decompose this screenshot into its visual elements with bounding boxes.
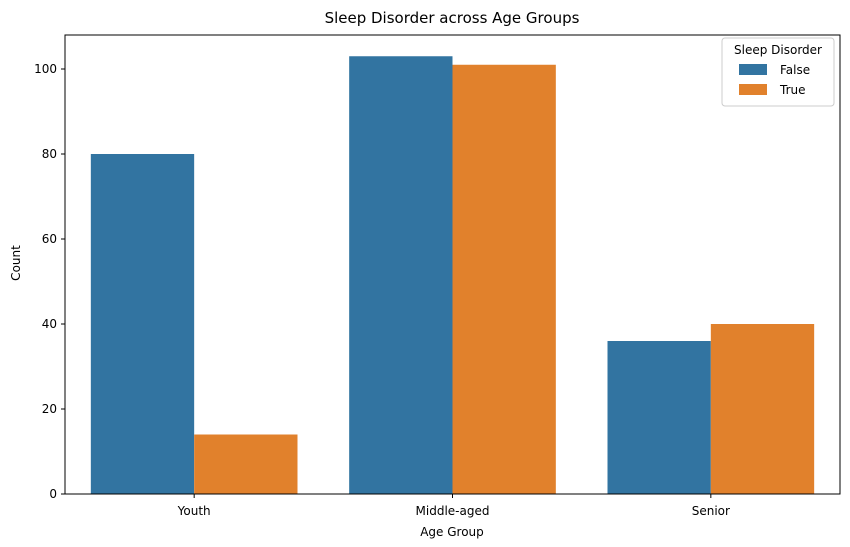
bar-false-senior [607,341,711,494]
legend-swatch-true [739,84,767,95]
x-tick-label: Youth [177,504,211,518]
y-tick-label: 60 [42,232,57,246]
legend-title: Sleep Disorder [734,43,822,57]
bar-true-youth [194,434,298,494]
legend-label-true: True [779,83,806,97]
y-tick-label: 0 [49,487,57,501]
plot-area: 0 20 40 60 80 100 Youth Middle-aged Senior [34,34,841,518]
legend-label-false: False [780,63,810,77]
bar-true-senior [710,324,815,494]
y-tick-label: 80 [42,147,57,161]
bar-true-middle-aged [452,64,556,494]
y-tick-label: 20 [42,402,57,416]
y-tick-label: 100 [34,62,57,76]
y-axis-label: Count [9,245,23,281]
chart-title: Sleep Disorder across Age Groups [325,9,580,27]
bar-false-middle-aged [349,56,453,494]
bar-false-youth [90,154,195,494]
legend-items: False True [739,63,810,97]
y-tick-label: 40 [42,317,57,331]
legend-swatch-false [739,64,767,75]
x-axis-label: Age Group [420,525,484,539]
x-tick-label: Senior [692,504,730,518]
x-tick-label: Middle-aged [416,504,490,518]
legend: Sleep Disorder False True [721,37,835,107]
